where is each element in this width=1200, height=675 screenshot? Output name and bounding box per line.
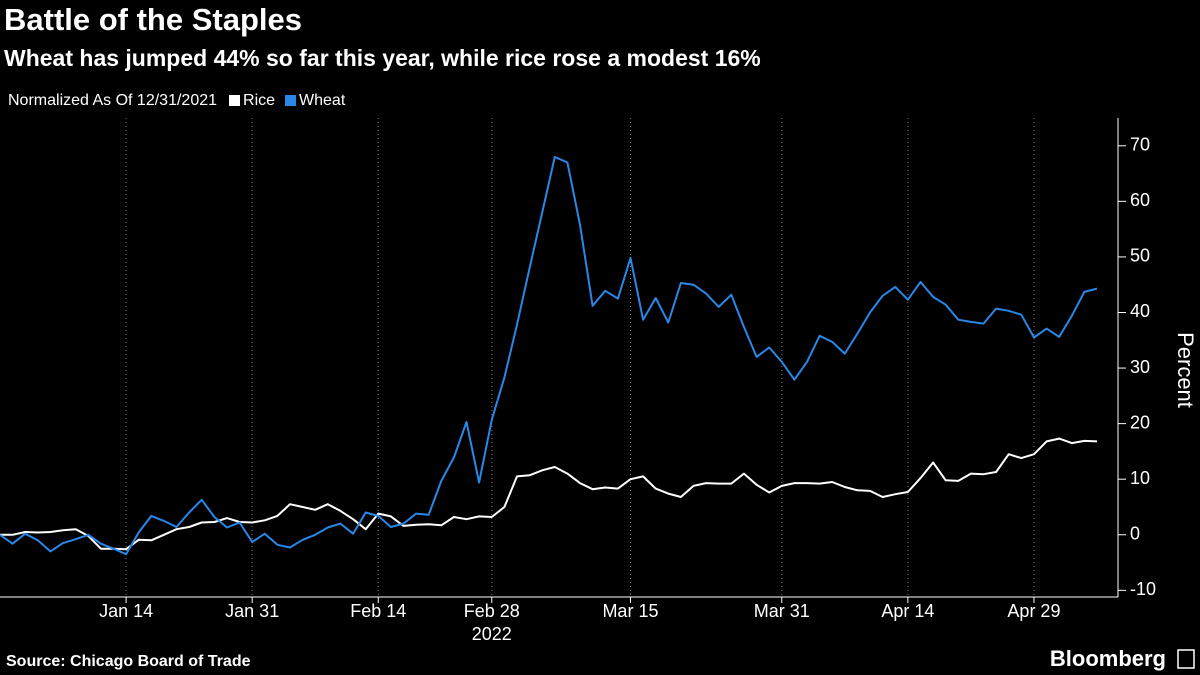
- y-tick-label: 10: [1130, 468, 1150, 488]
- chart-subtitle: Wheat has jumped 44% so far this year, w…: [4, 45, 761, 71]
- y-tick-label: 0: [1130, 524, 1140, 544]
- y-tick-label: 50: [1130, 246, 1150, 266]
- y-tick-label: 30: [1130, 357, 1150, 377]
- series-line: [0, 437, 1098, 551]
- series-line: [0, 155, 1098, 556]
- x-tick-label: Jan 14: [99, 601, 153, 621]
- x-tick-label: Jan 31: [225, 601, 279, 621]
- y-tick-label: 20: [1130, 412, 1150, 432]
- y-tick-label: 70: [1130, 135, 1150, 155]
- x-tick-label: Mar 15: [602, 601, 658, 621]
- x-tick-label: Apr 29: [1007, 601, 1060, 621]
- legend-title: Normalized As Of 12/31/2021: [8, 92, 217, 109]
- chart-title: Battle of the Staples: [4, 2, 302, 37]
- legend-swatch: [285, 95, 297, 106]
- source: Source: Chicago Board of Trade: [6, 653, 251, 670]
- legend-swatch: [229, 95, 241, 106]
- brand-icon: [1177, 649, 1195, 669]
- y-tick-label: 40: [1130, 301, 1150, 321]
- x-tick-label: Feb 28: [464, 601, 520, 621]
- y-tick-label: -10: [1130, 579, 1156, 599]
- brand: Bloomberg: [1050, 646, 1166, 671]
- x-tick-label: Feb 14: [350, 601, 406, 621]
- x-tick-label: Mar 31: [754, 601, 810, 621]
- legend-label: Wheat: [299, 92, 346, 109]
- x-tick-label: Apr 14: [881, 601, 934, 621]
- y-axis-label: Percent: [1173, 332, 1198, 408]
- y-tick-label: 60: [1130, 190, 1150, 210]
- x-sublabel: 2022: [472, 624, 512, 644]
- legend-label: Rice: [243, 92, 275, 109]
